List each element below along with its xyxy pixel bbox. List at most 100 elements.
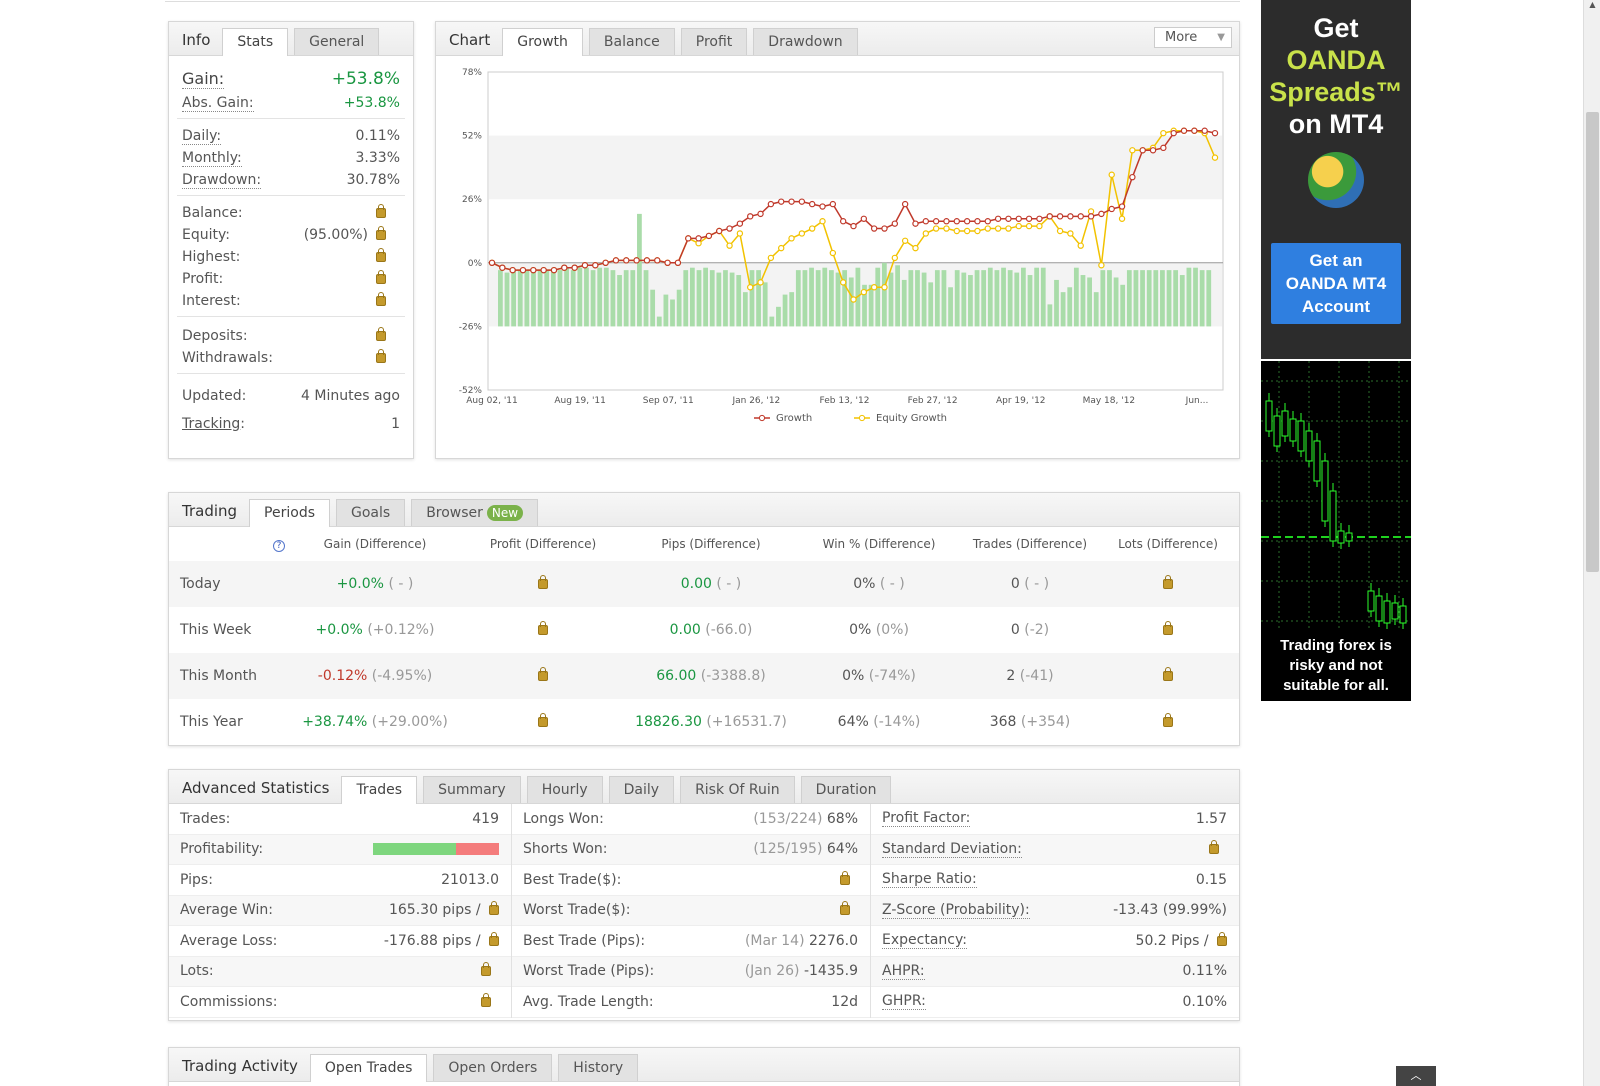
lock-icon[interactable]	[1163, 621, 1173, 635]
profit-bar	[1107, 270, 1112, 327]
trades-cell: 0 (-2)	[963, 607, 1097, 653]
average-loss-label: Average Loss:	[180, 932, 278, 949]
profit-bar	[928, 282, 934, 327]
monthly-label[interactable]: Monthly:	[182, 149, 242, 167]
tab-open-orders[interactable]: Open Orders	[433, 1054, 553, 1081]
pips-diff: (+16531.7)	[706, 714, 787, 730]
profit-bar	[577, 267, 583, 327]
growth-point	[891, 220, 899, 227]
tab-daily[interactable]: Daily	[608, 776, 675, 803]
tab-summary[interactable]: Summary	[423, 776, 521, 803]
tab-hourly[interactable]: Hourly	[526, 776, 603, 803]
lock-icon[interactable]	[1163, 575, 1173, 589]
tab-open-trades[interactable]: Open Trades	[309, 1054, 428, 1082]
tab-growth[interactable]: Growth	[502, 28, 583, 56]
profit-factor-label[interactable]: Profit Factor:	[882, 810, 971, 828]
gain-label[interactable]: Gain:	[182, 69, 225, 89]
equity-growth-point	[736, 230, 744, 237]
profit-bar	[1093, 292, 1099, 327]
lock-icon[interactable]	[376, 327, 386, 341]
lock-icon[interactable]	[376, 204, 386, 218]
average-loss-wrap: -176.88 pips /	[384, 931, 499, 949]
lock-icon[interactable]	[481, 992, 491, 1007]
profit-bar	[683, 270, 689, 327]
lock-icon[interactable]	[1163, 667, 1173, 681]
help-icon[interactable]: ?	[273, 539, 285, 552]
average-loss-row: Average Loss: -176.88 pips /	[169, 926, 511, 957]
lock-icon[interactable]	[840, 901, 850, 916]
chart-title: Chart	[449, 30, 491, 49]
tab-general[interactable]: General	[294, 28, 380, 55]
candle-body	[1329, 490, 1337, 542]
profit-bar	[1021, 267, 1026, 327]
zscore-label[interactable]: Z-Score (Probability):	[882, 901, 1030, 919]
lock-icon[interactable]	[489, 931, 499, 946]
lock-icon[interactable]	[1163, 713, 1173, 727]
tab-stats[interactable]: Stats	[222, 28, 289, 56]
profit-bar	[511, 270, 517, 327]
ad-button[interactable]: Get an OANDA MT4 Account	[1271, 243, 1401, 324]
tab-profit[interactable]: Profit	[680, 28, 748, 55]
lock-icon[interactable]	[538, 713, 548, 727]
equity-growth-point	[1067, 230, 1074, 237]
tab-periods[interactable]: Periods	[249, 499, 330, 527]
tab-trades[interactable]: Trades	[341, 776, 418, 804]
equity-growth-point	[1108, 171, 1115, 178]
back-to-top-button[interactable]: ︿	[1396, 1066, 1436, 1086]
drawdown-label[interactable]: Drawdown:	[182, 171, 262, 189]
lock-icon[interactable]	[1217, 931, 1227, 946]
profit-bar	[1179, 275, 1185, 327]
win: 0%	[849, 622, 872, 638]
pips-value: 21013.0	[441, 871, 499, 888]
tab-risk-of-ruin[interactable]: Risk Of Ruin	[680, 776, 795, 803]
equity-growth-point	[860, 288, 868, 296]
tab-drawdown[interactable]: Drawdown	[753, 28, 858, 55]
equity-value-wrap: (95.00%)	[304, 226, 400, 243]
daily-label[interactable]: Daily:	[182, 127, 222, 145]
tab-balance[interactable]: Balance	[588, 28, 675, 55]
oanda-ad[interactable]: Get OANDA Spreads™ on MT4 Get an OANDA M…	[1261, 0, 1411, 701]
average-win-label: Average Win:	[180, 902, 273, 919]
lock-icon[interactable]	[376, 248, 386, 262]
lock-icon[interactable]	[538, 621, 548, 635]
x-tick-label: Aug 19, '11	[554, 396, 606, 406]
ahpr-label[interactable]: AHPR:	[882, 962, 925, 980]
abs-gain-label[interactable]: Abs. Gain:	[182, 94, 254, 112]
scroll-up-icon[interactable]: ▲	[1589, 0, 1596, 9]
more-dropdown[interactable]: More ▼	[1154, 27, 1232, 48]
lock-icon[interactable]	[840, 870, 850, 885]
expectancy-label[interactable]: Expectancy:	[882, 932, 967, 950]
ghpr-label[interactable]: GHPR:	[882, 993, 926, 1011]
lock-icon[interactable]	[376, 349, 386, 363]
equity-growth-point	[1118, 215, 1126, 222]
shorts-won-row: Shorts Won: (125/195) 64%	[512, 834, 870, 865]
lock-icon[interactable]	[376, 270, 386, 284]
equity-growth-point	[850, 296, 857, 303]
tab-duration[interactable]: Duration	[800, 776, 892, 803]
sharpe-label[interactable]: Sharpe Ratio:	[882, 871, 977, 889]
gain-cell: -0.12% (-4.95%)	[291, 653, 459, 699]
profit-bar	[676, 289, 682, 327]
lock-icon[interactable]	[376, 226, 386, 240]
growth-point	[767, 200, 775, 208]
scrollbar-thumb[interactable]	[1586, 112, 1599, 572]
lock-icon[interactable]	[538, 667, 548, 681]
average-win-value: 165.30 pips /	[388, 902, 481, 919]
equity-growth-point	[1005, 225, 1012, 232]
page-scrollbar[interactable]: ▲	[1583, 0, 1600, 1086]
lock-icon[interactable]	[489, 901, 499, 916]
tab-goals[interactable]: Goals	[336, 499, 406, 526]
std-dev-label[interactable]: Standard Deviation:	[882, 840, 1022, 858]
lock-icon[interactable]	[538, 575, 548, 589]
growth-point	[1170, 129, 1177, 137]
lock-icon[interactable]	[376, 292, 386, 306]
profit-bar	[603, 267, 609, 327]
tracking-link[interactable]: Tracking	[182, 416, 241, 432]
tab-browser[interactable]: Browser New	[411, 499, 539, 526]
trades-row: Trades: 419	[169, 804, 511, 835]
tab-history[interactable]: History	[558, 1054, 639, 1081]
lock-icon[interactable]	[481, 962, 491, 977]
lock-icon[interactable]	[1209, 840, 1219, 855]
growth-point	[953, 218, 960, 225]
pips-cell: 66.00 (-3388.8)	[627, 653, 795, 699]
